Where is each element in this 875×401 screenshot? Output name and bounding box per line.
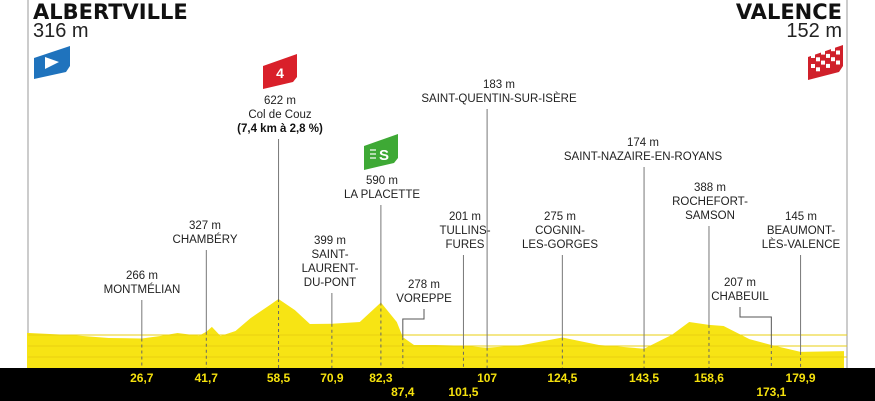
- waypoint-altitude: 275 m: [544, 211, 576, 223]
- waypoint: 207 m CHABEUIL 173,1: [711, 277, 786, 399]
- waypoint-name: SAINT-: [311, 249, 348, 261]
- km-band: [0, 368, 875, 401]
- waypoint: 174 m SAINT-NAZAIRE-EN-ROYANS 143,5: [564, 137, 723, 385]
- waypoint-km: 82,3: [369, 371, 393, 385]
- waypoint-name: LÈS-VALENCE: [762, 238, 841, 251]
- waypoint-name: FURES: [446, 239, 485, 251]
- waypoint-altitude: 207 m: [724, 277, 756, 289]
- waypoint: 590 m LA PLACETTE 82,3 S: [344, 134, 420, 385]
- waypoint-altitude: 388 m: [694, 182, 726, 194]
- waypoint-altitude: 174 m: [627, 137, 659, 149]
- waypoint-name: LAURENT-: [302, 263, 359, 275]
- waypoint-name: CHAMBÉRY: [173, 233, 238, 246]
- waypoint-km: 179,9: [786, 371, 816, 385]
- leader-line: [739, 307, 772, 346]
- waypoint-name: VOREPPE: [396, 293, 452, 305]
- waypoint-name: SAINT-QUENTIN-SUR-ISÈRE: [421, 92, 577, 105]
- waypoint-name: Col de Couz: [248, 109, 312, 121]
- waypoint-km: 70,9: [320, 371, 344, 385]
- waypoint: 388 m ROCHEFORT- SAMSON 158,6: [672, 182, 748, 385]
- waypoint-name: DU-PONT: [304, 277, 356, 289]
- waypoint-altitude: 183 m: [483, 79, 515, 91]
- waypoint-altitude: 399 m: [314, 235, 346, 247]
- waypoint-name: TULLINS-: [439, 225, 490, 237]
- waypoint-km: 173,1: [756, 385, 786, 399]
- start-flag-icon: [34, 46, 70, 79]
- waypoint-km: 58,5: [267, 371, 291, 385]
- waypoint-name: CHABEUIL: [711, 291, 769, 303]
- waypoint: 622 m Col de Couz (7,4 km à 2,8 %) 58,5 4: [237, 54, 323, 385]
- waypoint-name: LA PLACETTE: [344, 189, 420, 201]
- category-4-climb-flag-icon: 4: [263, 54, 297, 89]
- finish-altitude: 152 m: [786, 20, 842, 42]
- waypoint-km: 26,7: [130, 371, 154, 385]
- intermediate-sprint-flag-icon: S: [364, 134, 398, 170]
- waypoint-km: 143,5: [629, 371, 659, 385]
- leader-line: [402, 309, 425, 338]
- waypoint-km: 158,6: [694, 371, 724, 385]
- waypoint-altitude: 266 m: [126, 270, 158, 282]
- waypoint-name: BEAUMONT-: [767, 225, 836, 237]
- start-city: ALBERTVILLE: [33, 0, 188, 24]
- waypoint-name: COGNIN-: [535, 225, 585, 237]
- waypoint-altitude: 278 m: [408, 279, 440, 291]
- waypoint: 145 m BEAUMONT-LÈS-VALENCE 179,9: [762, 211, 841, 385]
- waypoint-km: 41,7: [195, 371, 219, 385]
- waypoint-km: 107: [477, 371, 497, 385]
- waypoint: 275 m COGNIN- LES-GORGES 124,5: [522, 211, 598, 385]
- waypoint-km: 87,4: [391, 385, 415, 399]
- waypoint-name: LES-GORGES: [522, 239, 598, 251]
- waypoint-km: 124,5: [547, 371, 577, 385]
- waypoint-altitude: 201 m: [449, 211, 481, 223]
- finish-checkered-flag-icon: [808, 45, 843, 80]
- waypoint-name: SAINT-NAZAIRE-EN-ROYANS: [564, 151, 723, 163]
- elevation-profile-area: [27, 299, 844, 368]
- waypoint: 399 m SAINT- LAURENT- DU-PONT 70,9: [302, 235, 359, 385]
- start-altitude: 316 m: [33, 20, 89, 42]
- waypoint-altitude: 590 m: [366, 175, 398, 187]
- waypoint-name: ROCHEFORT-: [672, 196, 748, 208]
- climb-category: 4: [276, 65, 284, 81]
- waypoint: 201 m TULLINS- FURES 101,5: [439, 211, 490, 399]
- waypoint-name: SAMSON: [685, 210, 735, 222]
- waypoint: 278 m VOREPPE 87,4: [391, 279, 452, 399]
- waypoint-name: MONTMÉLIAN: [104, 283, 181, 296]
- sprint-label: S: [379, 147, 389, 164]
- waypoint-altitude: 145 m: [785, 211, 817, 223]
- climb-detail: (7,4 km à 2,8 %): [237, 123, 323, 135]
- waypoint-altitude: 327 m: [189, 220, 221, 232]
- finish-city: VALENCE: [736, 0, 842, 24]
- waypoint-altitude: 622 m: [264, 95, 296, 107]
- waypoint-km: 101,5: [448, 385, 478, 399]
